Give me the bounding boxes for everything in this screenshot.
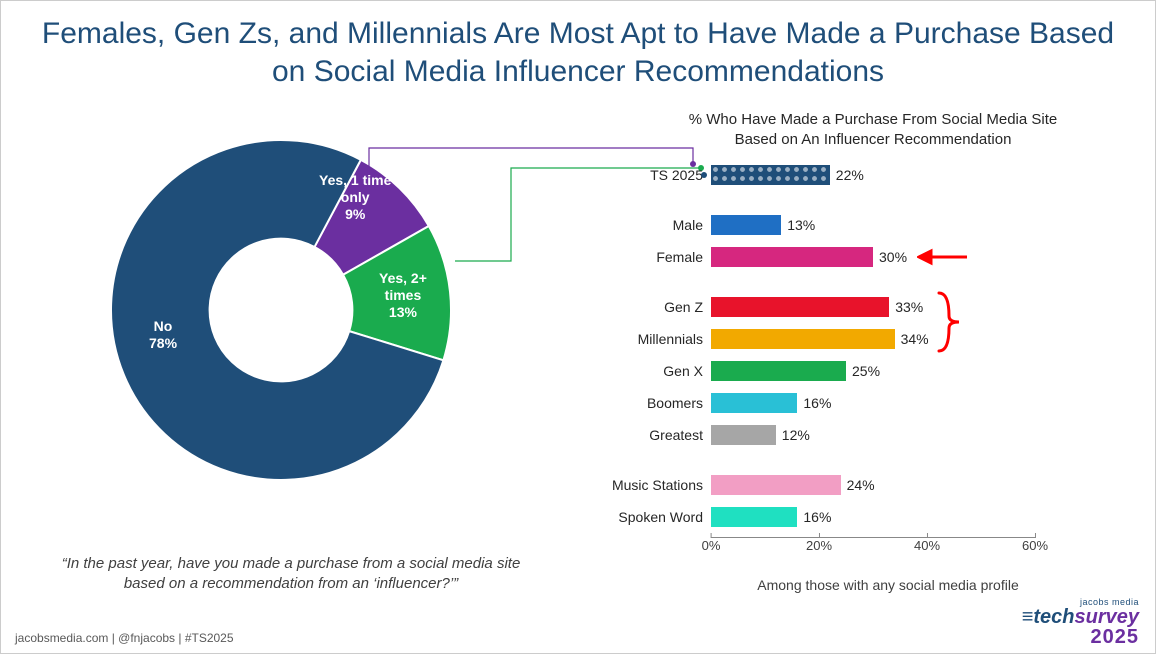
chart-area: No 78% Yes, 1 time only 9% Yes, 2+ times… — [1, 106, 1155, 599]
bar-row: Millennials34% — [711, 323, 1035, 355]
x-axis: 0%20%40%60% — [711, 537, 1035, 561]
bar-category-label: Female — [656, 249, 703, 265]
bar-fill: 12% — [711, 425, 776, 445]
bar-row: Boomers16% — [711, 387, 1035, 419]
bar-category-label: Greatest — [649, 427, 703, 443]
donut-label-no: No 78% — [149, 318, 177, 352]
bar-row: Gen Z33% — [711, 291, 1035, 323]
bar-fill: 16% — [711, 507, 797, 527]
donut-label-yes2: Yes, 2+ times 13% — [379, 270, 427, 320]
bar-value-label: 34% — [901, 329, 929, 349]
bar-row: Female30% — [711, 241, 1035, 273]
bar-value-label: 12% — [782, 425, 810, 445]
bar-value-label: 16% — [803, 393, 831, 413]
slide-title: Females, Gen Zs, and Millennials Are Mos… — [1, 1, 1155, 96]
bar-value-label: 30% — [879, 247, 907, 267]
bar-category-label: Male — [673, 217, 703, 233]
axis-tick: 0% — [702, 538, 721, 553]
ts2025-anchor-dot — [701, 172, 707, 178]
bar-category-label: TS 2025 — [650, 167, 703, 183]
bar-value-label: 22% — [836, 165, 864, 185]
bar-row: Gen X25% — [711, 355, 1035, 387]
bar-row: Male13% — [711, 209, 1035, 241]
bar-row: Greatest12% — [711, 419, 1035, 451]
bar-chart-title: % Who Have Made a Purchase From Social M… — [681, 110, 1065, 149]
bar-row: Spoken Word16% — [711, 501, 1035, 533]
bar-row: TS 202522% — [711, 159, 1035, 191]
highlight-bracket-icon — [937, 289, 963, 355]
bar-category-label: Gen X — [663, 363, 703, 379]
bar-fill: 33% — [711, 297, 889, 317]
bar-chart-note: Among those with any social media profil… — [681, 577, 1095, 593]
bar-value-label: 16% — [803, 507, 831, 527]
bar-fill: 13% — [711, 215, 781, 235]
axis-tick: 20% — [806, 538, 832, 553]
bar-category-label: Music Stations — [612, 477, 703, 493]
bar-value-label: 13% — [787, 215, 815, 235]
bar-row: Music Stations24% — [711, 469, 1035, 501]
donut-label-yes1: Yes, 1 time only 9% — [319, 172, 391, 222]
bar-category-label: Spoken Word — [618, 509, 703, 525]
donut-chart: No 78% Yes, 1 time only 9% Yes, 2+ times… — [1, 106, 561, 599]
techsurvey-logo: jacobs media ≡techsurvey 2025 — [872, 598, 1139, 647]
bar-value-label: 25% — [852, 361, 880, 381]
bar-fill: 25% — [711, 361, 846, 381]
bar-fill: 22% — [711, 165, 830, 185]
highlight-arrow-icon — [917, 247, 967, 267]
bar-value-label: 24% — [847, 475, 875, 495]
axis-tick: 60% — [1022, 538, 1048, 553]
bar-fill: 30% — [711, 247, 873, 267]
bar-category-label: Millennials — [638, 331, 703, 347]
axis-tick: 40% — [914, 538, 940, 553]
footer-credits: jacobsmedia.com | @fnjacobs | #TS2025 — [15, 631, 234, 645]
bar-fill: 16% — [711, 393, 797, 413]
survey-question: “In the past year, have you made a purch… — [61, 554, 521, 593]
bar-fill: 34% — [711, 329, 895, 349]
bar-fill: 24% — [711, 475, 841, 495]
bar-category-label: Gen Z — [664, 299, 703, 315]
bar-chart: % Who Have Made a Purchase From Social M… — [561, 106, 1155, 599]
bar-category-label: Boomers — [647, 395, 703, 411]
bar-value-label: 33% — [895, 297, 923, 317]
